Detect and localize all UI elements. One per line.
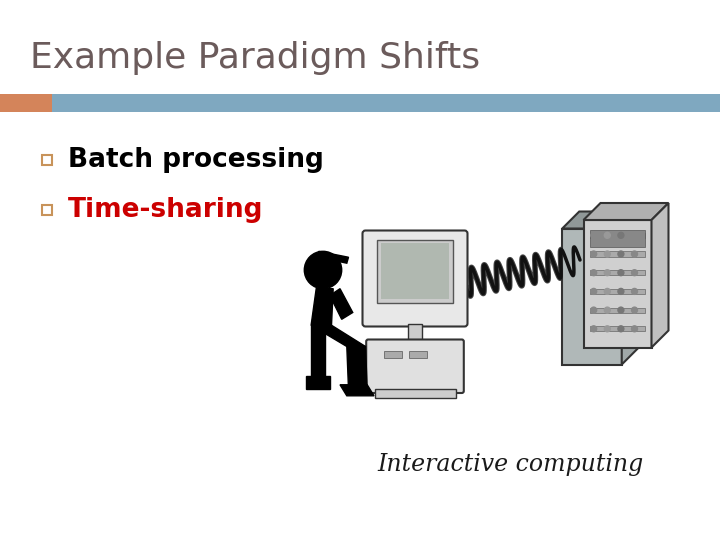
Polygon shape (347, 347, 367, 389)
Circle shape (604, 307, 611, 313)
Circle shape (618, 232, 624, 238)
Text: Batch processing: Batch processing (68, 147, 324, 173)
Circle shape (590, 269, 597, 276)
Circle shape (631, 288, 637, 294)
Bar (408, 323, 422, 341)
Circle shape (631, 232, 637, 238)
Circle shape (631, 307, 637, 313)
Circle shape (604, 269, 611, 276)
Polygon shape (311, 325, 325, 381)
Polygon shape (306, 376, 330, 389)
Bar (583, 220, 652, 348)
Polygon shape (311, 289, 333, 325)
Circle shape (590, 251, 597, 257)
Polygon shape (583, 203, 668, 220)
Text: Example Paradigm Shifts: Example Paradigm Shifts (30, 41, 480, 75)
Bar (590, 270, 644, 275)
Bar (590, 289, 644, 294)
Polygon shape (330, 289, 353, 319)
Polygon shape (319, 251, 348, 263)
Bar (42, 155, 52, 165)
Text: Time-sharing: Time-sharing (68, 197, 264, 223)
Bar (590, 326, 644, 332)
Bar (381, 244, 449, 299)
Circle shape (590, 307, 597, 313)
Circle shape (604, 288, 611, 294)
Circle shape (590, 232, 597, 238)
Bar (42, 205, 52, 215)
Circle shape (604, 251, 611, 257)
Bar (377, 240, 453, 303)
FancyBboxPatch shape (366, 340, 464, 393)
Bar (590, 233, 644, 238)
Bar (562, 228, 622, 364)
Circle shape (305, 251, 342, 289)
Circle shape (604, 232, 611, 238)
Text: Interactive computing: Interactive computing (377, 454, 643, 476)
FancyBboxPatch shape (362, 231, 467, 327)
Circle shape (618, 251, 624, 257)
Circle shape (631, 326, 637, 332)
Bar (409, 350, 427, 357)
Circle shape (618, 288, 624, 294)
Circle shape (618, 307, 624, 313)
Circle shape (590, 326, 597, 332)
Polygon shape (562, 212, 639, 228)
Circle shape (604, 326, 611, 332)
Circle shape (631, 269, 637, 276)
Circle shape (618, 326, 624, 332)
Circle shape (590, 288, 597, 294)
Polygon shape (311, 325, 366, 347)
Bar (374, 389, 456, 398)
Circle shape (618, 269, 624, 276)
Bar (384, 350, 402, 357)
Bar (0, 94, 720, 112)
Circle shape (631, 251, 637, 257)
Polygon shape (652, 203, 668, 348)
Bar (590, 252, 644, 256)
Polygon shape (340, 384, 374, 396)
Bar (590, 230, 644, 247)
Bar (590, 308, 644, 313)
Bar (0, 94, 52, 112)
Polygon shape (622, 212, 639, 364)
